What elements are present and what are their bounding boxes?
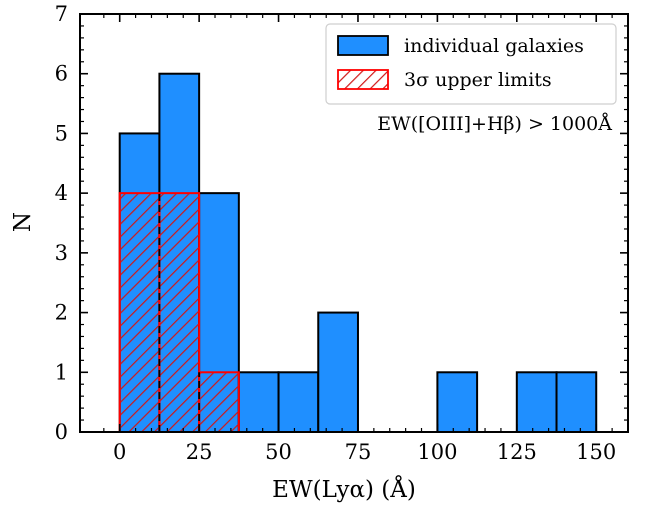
legend-box bbox=[325, 23, 617, 105]
bar-individual-galaxies bbox=[515, 371, 558, 433]
x-tick-label: 100 bbox=[417, 440, 457, 464]
y-tick-label: 2 bbox=[55, 301, 68, 325]
y-tick-label: 5 bbox=[55, 121, 68, 145]
x-tick-label: 25 bbox=[186, 440, 213, 464]
ticks-layer: 0 25 50 75 100 125 150 0 1 2 3 4 5 6 7 bbox=[55, 2, 629, 464]
plot-frame bbox=[79, 13, 629, 433]
legend-swatch-individual-galaxies bbox=[337, 35, 389, 56]
y-tick-label: 4 bbox=[55, 181, 68, 205]
upper-limits-layer bbox=[118, 192, 240, 433]
bar-individual-galaxies bbox=[237, 371, 280, 433]
bar-upper-limits bbox=[118, 192, 161, 433]
y-tick-label: 0 bbox=[55, 420, 68, 444]
bar-individual-galaxies bbox=[277, 371, 320, 433]
legend: individual galaxies 3σ upper limits bbox=[325, 23, 617, 105]
selection-annotation: EW([OIII]+Hβ) > 1000Å bbox=[377, 113, 612, 135]
x-tick-label: 50 bbox=[265, 440, 292, 464]
y-tick-label: 1 bbox=[55, 360, 68, 384]
x-tick-label: 75 bbox=[345, 440, 372, 464]
y-tick-label: 3 bbox=[55, 241, 68, 265]
bar-individual-galaxies bbox=[317, 311, 359, 434]
legend-swatch-upper-limits bbox=[337, 69, 389, 90]
legend-label-upper-limits: 3σ upper limits bbox=[404, 69, 552, 91]
x-tick-label: 0 bbox=[113, 440, 126, 464]
y-tick-label: 6 bbox=[55, 62, 68, 86]
bar-upper-limits bbox=[198, 371, 240, 433]
x-tick-label: 150 bbox=[576, 440, 616, 464]
bar-individual-galaxies bbox=[555, 371, 598, 433]
bar-individual-galaxies bbox=[436, 371, 479, 433]
x-axis-label: EW(Lyα) (Å) bbox=[272, 475, 416, 503]
bar-upper-limits bbox=[158, 192, 201, 433]
y-axis-label: N bbox=[10, 212, 36, 232]
x-tick-label: 125 bbox=[497, 440, 537, 464]
y-tick-label: 7 bbox=[55, 2, 68, 26]
legend-label-individual-galaxies: individual galaxies bbox=[404, 35, 584, 57]
